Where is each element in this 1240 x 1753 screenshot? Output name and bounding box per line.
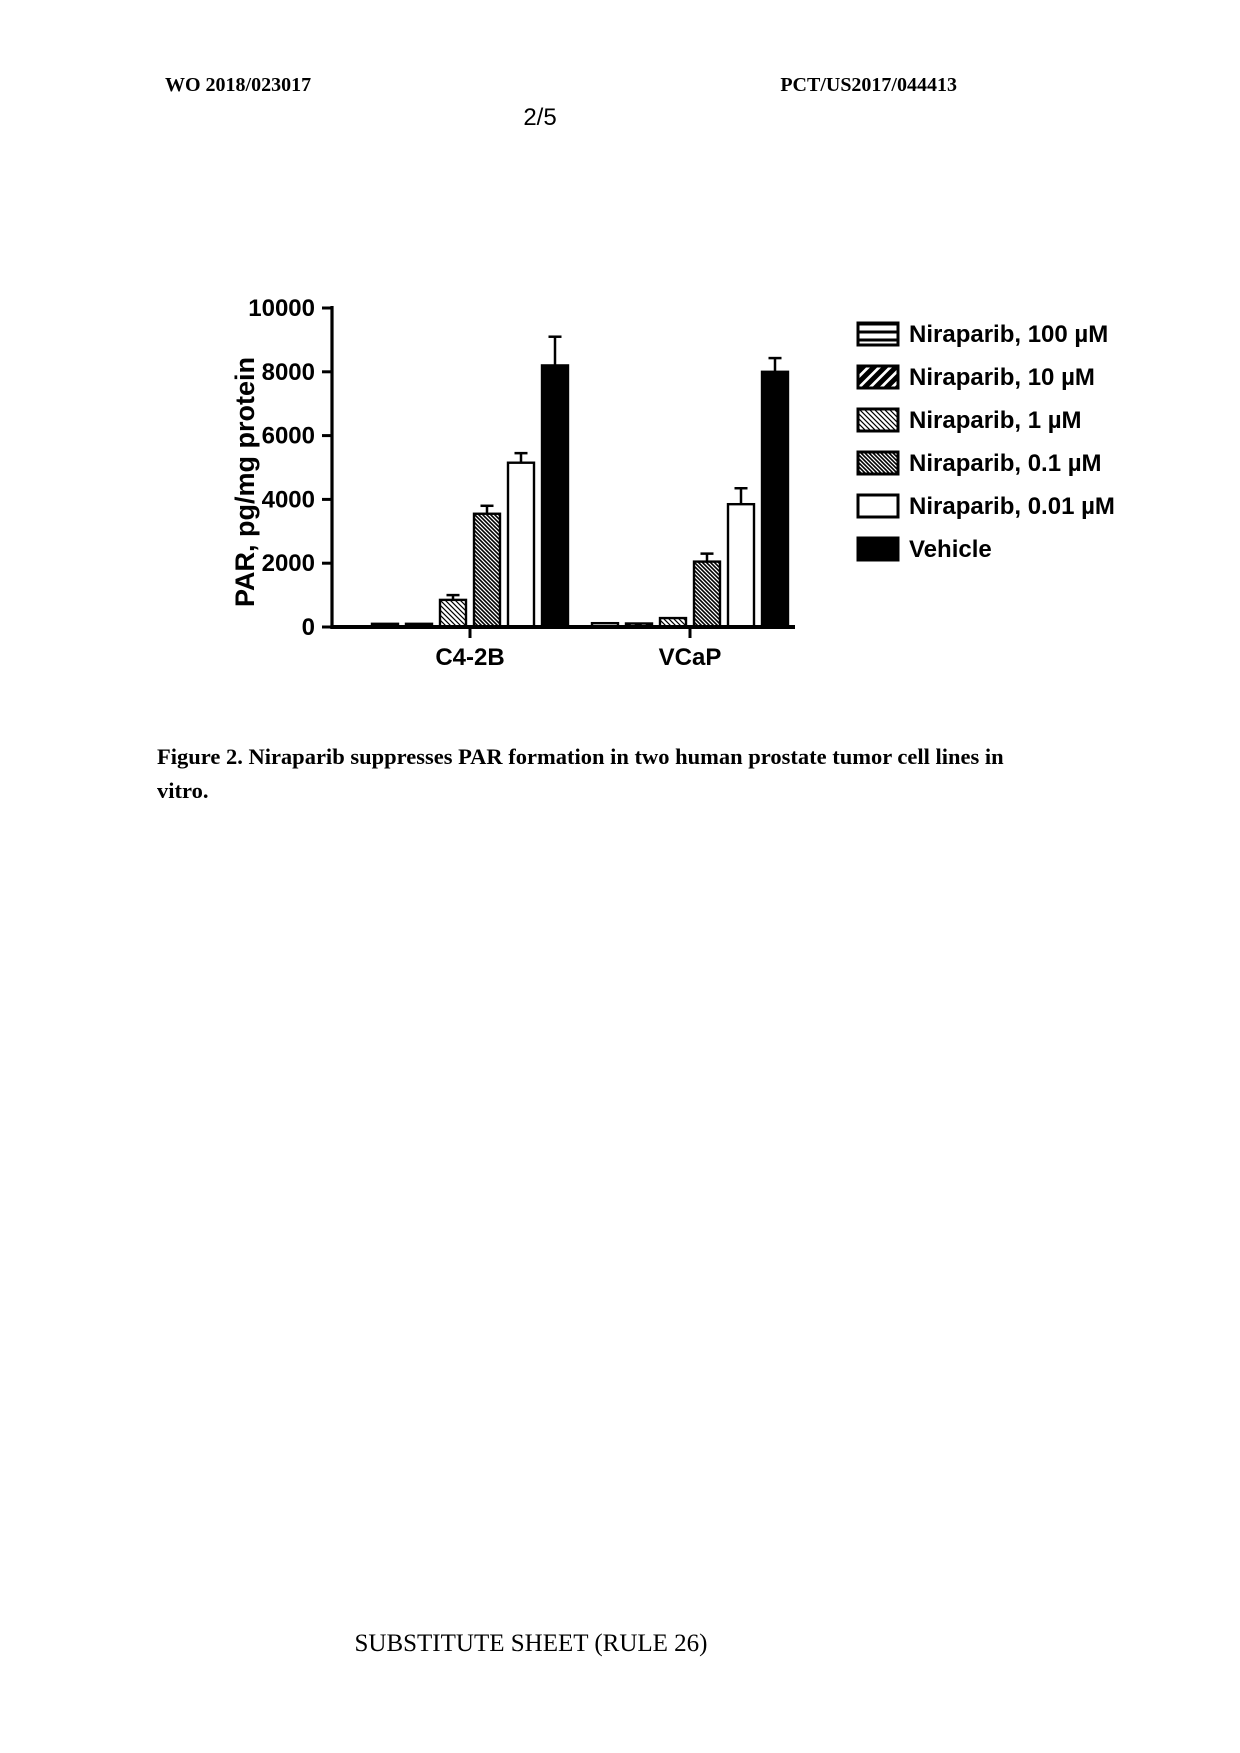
legend-swatch — [856, 321, 900, 347]
bar-chart: C4-2B VCaP 0 2000 4000 6000 8000 10000 PAR, pg/m… — [230, 295, 1115, 671]
sheet-number: 2/5 — [523, 104, 557, 131]
bar — [726, 502, 756, 629]
y-tick-label: 2000 — [262, 550, 315, 577]
category-label: VCaP — [659, 644, 722, 671]
y-axis-title: PAR, pg/mg protein — [230, 357, 260, 607]
application-number: PCT/US2017/044413 — [780, 74, 957, 96]
legend-label: Niraparib, 0.1 µM — [909, 450, 1102, 477]
category-label: C4-2B — [435, 644, 504, 671]
figure-caption: Figure 2. Niraparib suppresses PAR forma… — [157, 744, 1004, 803]
bar — [760, 370, 790, 629]
legend-swatch — [856, 450, 900, 476]
figure-2-chart-area: C4-2B VCaP 0 2000 4000 6000 8000 10000 PAR, pg/m… — [0, 240, 1240, 680]
y-tick-label: 8000 — [262, 359, 315, 386]
legend-label: Niraparib, 10 µM — [909, 364, 1095, 391]
publication-number: WO 2018/023017 — [165, 74, 312, 96]
y-tick-label: 4000 — [262, 486, 315, 513]
legend-label: Niraparib, 1 µM — [909, 407, 1082, 434]
legend-swatch — [856, 364, 900, 390]
legend-label: Niraparib, 100 µM — [909, 321, 1108, 348]
bar — [472, 512, 502, 629]
y-tick-label: 0 — [302, 614, 315, 641]
bar — [692, 560, 722, 629]
legend-label: Niraparib, 0.01 µM — [909, 493, 1115, 520]
legend-swatch — [856, 536, 900, 562]
legend-swatch — [856, 407, 900, 433]
y-tick-label: 10000 — [248, 295, 315, 322]
y-tick-label: 6000 — [262, 423, 315, 450]
substitute-sheet-footer: SUBSTITUTE SHEET (RULE 26) — [354, 1630, 708, 1657]
bar — [506, 461, 536, 629]
legend-label: Vehicle — [909, 536, 992, 563]
legend-swatch — [856, 493, 900, 519]
bar — [438, 598, 468, 629]
bar — [540, 364, 570, 629]
